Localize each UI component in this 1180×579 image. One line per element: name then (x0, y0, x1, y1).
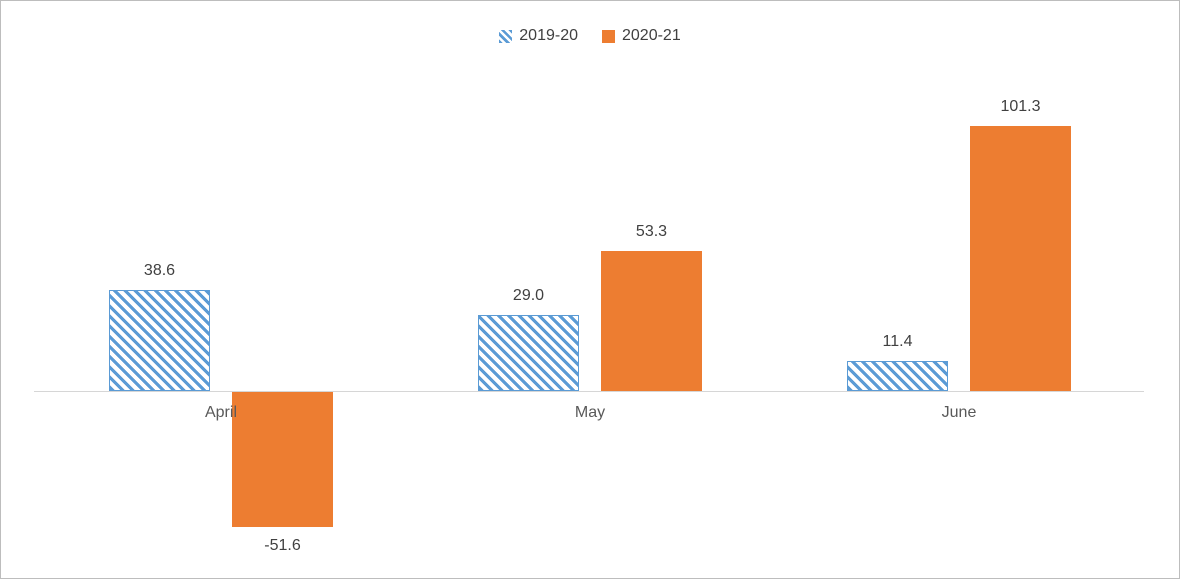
data-label-2020-21-april: -51.6 (264, 537, 301, 554)
data-label-2020-21-june: 101.3 (1000, 98, 1041, 115)
data-label-2019-20-june: 11.4 (882, 333, 913, 350)
legend-item-2020-21: 2020-21 (602, 27, 681, 45)
bar-2019-20-april (109, 290, 210, 391)
bar-2019-20-may (478, 315, 579, 391)
legend-item-2019-20: 2019-20 (499, 27, 578, 45)
data-label-2019-20-april: 38.6 (143, 262, 176, 279)
bar-2020-21-may (601, 251, 702, 391)
data-label-2020-21-may: 53.3 (635, 223, 668, 240)
legend-label-2020-21: 2020-21 (622, 27, 681, 44)
legend-label-2019-20: 2019-20 (519, 27, 578, 44)
chart-legend: 2019-20 2020-21 (1, 27, 1179, 45)
x-axis-line (34, 391, 1144, 392)
legend-swatch-hatched-icon (499, 29, 513, 43)
bar-2019-20-june (847, 361, 948, 391)
data-label-2019-20-may: 29.0 (512, 287, 545, 304)
category-label-april: April (204, 404, 237, 421)
bar-2020-21-april (232, 392, 333, 527)
bar-2020-21-june (970, 126, 1071, 391)
legend-swatch-solid-icon (602, 29, 615, 43)
category-label-may: May (574, 404, 606, 421)
category-label-june: June (941, 404, 977, 421)
